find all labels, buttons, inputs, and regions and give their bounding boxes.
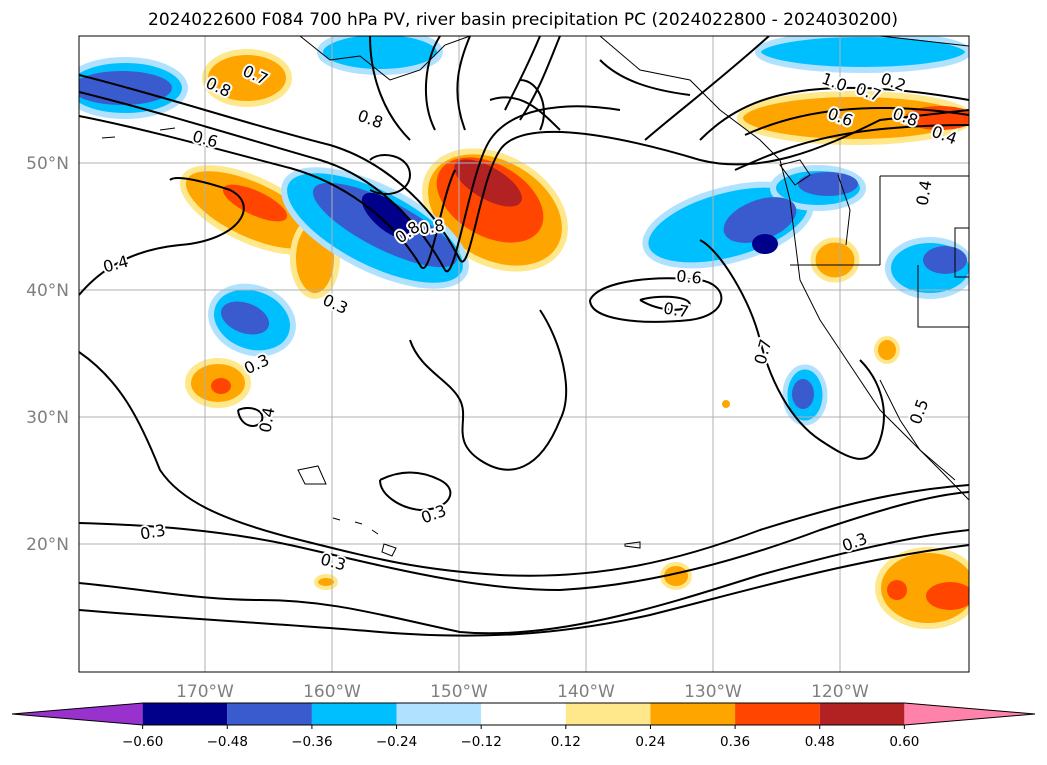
colorbar-segment <box>481 703 566 725</box>
colorbar-segment <box>819 703 905 725</box>
longitude-tick-label: 120°W <box>811 682 869 702</box>
positive-anomaly-patch <box>874 336 900 364</box>
positive-anomaly-patch <box>211 378 231 394</box>
colorbar-tick-label: −0.36 <box>291 734 332 750</box>
longitude-tick-label: 130°W <box>684 682 742 702</box>
colorbar-segment <box>396 703 482 725</box>
colorbar-tick-label: 0.36 <box>720 734 750 750</box>
coastlines <box>101 36 969 557</box>
colorbar-tick-label: 0.60 <box>889 734 919 750</box>
positive-anomaly-patch <box>887 580 907 600</box>
latitude-tick-label: 30°N <box>26 408 69 428</box>
longitude-tick-label: 170°W <box>176 682 234 702</box>
pv-contours <box>79 36 969 637</box>
colorbar-tick-label: −0.48 <box>207 734 248 750</box>
longitude-tick-label: 150°W <box>430 682 488 702</box>
colorbar-tick-labels: −0.60 −0.48 −0.36 −0.24 −0.12 0.12 0.24 0.36 0.4… <box>122 725 919 750</box>
colorbar-extend-low <box>12 703 143 725</box>
latitude-tick-label: 40°N <box>26 281 69 301</box>
negative-anomaly-patch <box>792 379 814 409</box>
positive-anomaly-patch <box>810 237 860 283</box>
positive-anomaly-patch <box>926 582 969 610</box>
latitude-tick-label: 20°N <box>26 535 69 555</box>
colorbar: −0.60 −0.48 −0.36 −0.24 −0.12 0.12 0.24 0.36 0.4… <box>11 702 1036 750</box>
pv-contour-label: 0.7 <box>662 298 690 321</box>
pv-contour-label: 0.3 <box>139 520 167 543</box>
negative-anomaly-patch <box>798 172 858 196</box>
positive-anomaly-patch <box>222 184 288 222</box>
longitude-tick-label: 140°W <box>557 682 615 702</box>
latitude-tick-label: 50°N <box>26 154 69 174</box>
pv-contour-labels: 0.8 0.70.80.60.80.80.40.30.30.40.30.30.30… <box>99 59 962 576</box>
colorbar-tick-label: −0.60 <box>122 734 163 750</box>
positive-anomaly-patch <box>454 159 522 207</box>
colorbar-segment <box>650 703 736 725</box>
colorbar-segment <box>735 703 820 725</box>
positive-anomaly-patch <box>722 400 730 408</box>
map-title: 2024022600 F084 700 hPa PV, river basin … <box>148 10 898 30</box>
negative-anomaly-patch <box>317 36 443 75</box>
colorbar-segment <box>565 703 651 725</box>
negative-anomaly-patch <box>220 301 270 335</box>
colorbar-segment <box>227 703 312 725</box>
longitude-tick-label: 160°W <box>303 682 361 702</box>
colorbar-tick-label: 0.48 <box>805 734 835 750</box>
latitude-tick-labels: 50°N 40°N 30°N 20°N <box>26 154 69 555</box>
positive-anomaly-patch <box>314 574 338 590</box>
positive-anomaly-patch <box>737 91 969 145</box>
negative-anomaly-patch <box>723 197 797 243</box>
map-gridlines <box>79 36 969 672</box>
colorbar-tick-label: −0.12 <box>460 734 501 750</box>
colorbar-segment <box>311 703 397 725</box>
negative-anomaly-patch <box>361 192 415 240</box>
map-panel: 0.8 0.70.80.60.80.80.40.30.30.40.30.30.30… <box>26 35 970 702</box>
colorbar-tick-label: 0.24 <box>635 734 665 750</box>
colorbar-tick-label: −0.24 <box>376 734 417 750</box>
longitude-tick-labels: 170°W 160°W 150°W 140°W 130°W 120°W <box>176 682 869 702</box>
pv-contour-label: 0.6 <box>676 266 703 287</box>
colorbar-extend-high <box>904 703 1035 725</box>
colorbar-tick-label: 0.12 <box>551 734 581 750</box>
map-frame <box>78 35 970 673</box>
colorbar-segment <box>142 703 228 725</box>
negative-anomaly-patch <box>923 246 967 274</box>
colorbar-segments <box>11 702 1036 726</box>
negative-anomaly-patch <box>755 36 969 73</box>
negative-anomaly-patch <box>752 234 778 254</box>
